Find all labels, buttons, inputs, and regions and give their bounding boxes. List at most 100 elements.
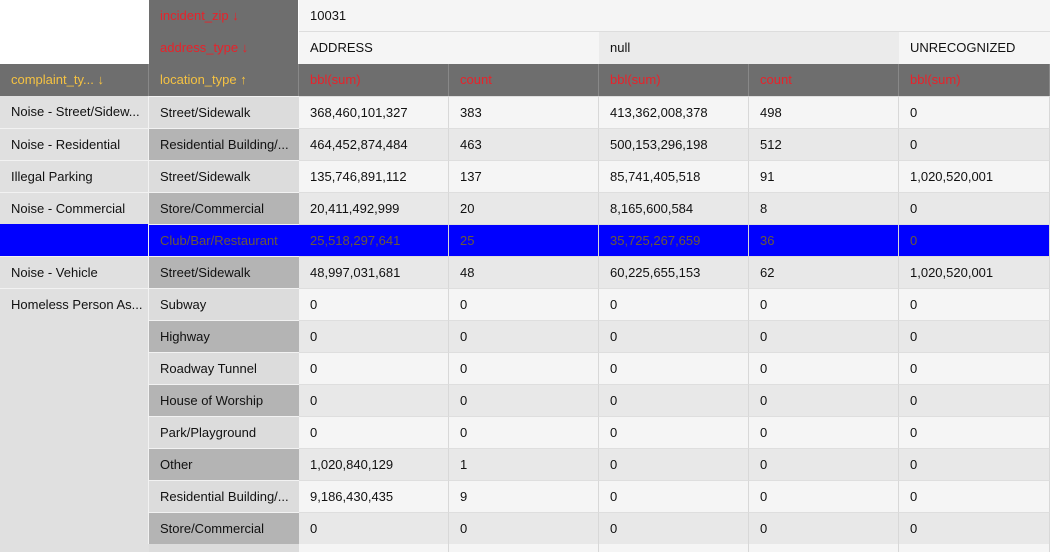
location-type: Street/Sidewalk <box>149 160 299 192</box>
complaint-type: Noise - Street/Sidew... <box>0 96 149 128</box>
complaint-type <box>0 224 149 256</box>
location-type <box>149 544 299 552</box>
cell: 0 <box>899 352 1050 384</box>
zip-value: 10031 <box>299 0 1050 32</box>
cell: 464,452,874,484 <box>299 128 449 160</box>
cell: 0 <box>749 416 899 448</box>
cell <box>749 544 899 552</box>
complaint-type: Noise - Residential <box>0 128 149 160</box>
location-type: Store/Commercial <box>149 192 299 224</box>
location-type: Highway <box>149 320 299 352</box>
cell: 0 <box>749 288 899 320</box>
cell: 91 <box>749 160 899 192</box>
complaint-type: Noise - Vehicle <box>0 256 149 288</box>
cell: 135,746,891,112 <box>299 160 449 192</box>
cell: 498 <box>749 96 899 128</box>
complaint-type <box>0 416 149 448</box>
cell: 0 <box>899 320 1050 352</box>
cell: 0 <box>749 352 899 384</box>
column-header: count <box>749 64 899 96</box>
pivot-field: address_type ↓ <box>149 32 298 64</box>
cell: 383 <box>449 96 599 128</box>
location-type: Residential Building/... <box>149 128 299 160</box>
location-type: Other <box>149 448 299 480</box>
complaint-type <box>0 352 149 384</box>
complaint-type: Noise - Commercial <box>0 192 149 224</box>
location-type: Store/Commercial <box>149 512 299 544</box>
complaint-type <box>0 448 149 480</box>
cell: 25 <box>449 224 599 256</box>
cell: 0 <box>899 448 1050 480</box>
cell: 0 <box>749 512 899 544</box>
complaint-type <box>0 384 149 416</box>
cell: 500,153,296,198 <box>599 128 749 160</box>
cell: 0 <box>899 416 1050 448</box>
cell: 20,411,492,999 <box>299 192 449 224</box>
cell: 62 <box>749 256 899 288</box>
cell: 0 <box>899 128 1050 160</box>
cell: 137 <box>449 160 599 192</box>
cell: 8,165,600,584 <box>599 192 749 224</box>
location-type: Roadway Tunnel <box>149 352 299 384</box>
cell: 0 <box>899 384 1050 416</box>
cell: 463 <box>449 128 599 160</box>
cell: 368,460,101,327 <box>299 96 449 128</box>
cell: 0 <box>599 384 749 416</box>
address-type: UNRECOGNIZED <box>899 32 1050 64</box>
cell: 0 <box>749 320 899 352</box>
cell: 25,518,297,641 <box>299 224 449 256</box>
column-header: count <box>449 64 599 96</box>
cell: 0 <box>449 352 599 384</box>
address-type: ADDRESS <box>299 32 599 64</box>
location-type: House of Worship <box>149 384 299 416</box>
cell: 36 <box>749 224 899 256</box>
cell: 0 <box>899 288 1050 320</box>
cell: 0 <box>299 512 449 544</box>
cell: 0 <box>449 384 599 416</box>
column-header: bbl(sum) <box>899 64 1050 96</box>
column-header: complaint_ty... ↓ <box>0 64 149 96</box>
cell: 512 <box>749 128 899 160</box>
cell: 1 <box>449 448 599 480</box>
cell: 0 <box>749 384 899 416</box>
column-header: location_type ↑ <box>149 64 299 96</box>
cell: 60,225,655,153 <box>599 256 749 288</box>
location-type: Street/Sidewalk <box>149 256 299 288</box>
complaint-type <box>0 512 149 544</box>
cell: 0 <box>299 352 449 384</box>
cell: 0 <box>899 512 1050 544</box>
cell: 0 <box>899 192 1050 224</box>
complaint-type <box>0 544 149 552</box>
cell: 0 <box>599 480 749 512</box>
complaint-type: Illegal Parking <box>0 160 149 192</box>
cell: 35,725,267,659 <box>599 224 749 256</box>
column-header: bbl(sum) <box>299 64 449 96</box>
cell: 0 <box>449 288 599 320</box>
cell: 0 <box>899 224 1050 256</box>
cell: 85,741,405,518 <box>599 160 749 192</box>
cell <box>899 544 1050 552</box>
cell: 48 <box>449 256 599 288</box>
cell: 1,020,520,001 <box>899 256 1050 288</box>
cell: 0 <box>599 320 749 352</box>
cell: 0 <box>599 352 749 384</box>
location-type: Street/Sidewalk <box>149 96 299 128</box>
cell: 0 <box>599 416 749 448</box>
column-header: bbl(sum) <box>599 64 749 96</box>
cell <box>449 544 599 552</box>
location-type: Subway <box>149 288 299 320</box>
cell <box>299 544 449 552</box>
cell: 20 <box>449 192 599 224</box>
cell: 0 <box>749 480 899 512</box>
location-type: Club/Bar/Restaurant <box>149 224 299 256</box>
address-type: null <box>599 32 899 64</box>
cell: 1,020,520,001 <box>899 160 1050 192</box>
complaint-type <box>0 320 149 352</box>
cell: 413,362,008,378 <box>599 96 749 128</box>
cell: 8 <box>749 192 899 224</box>
cell: 0 <box>599 448 749 480</box>
cell: 0 <box>899 96 1050 128</box>
cell: 0 <box>449 512 599 544</box>
cell: 0 <box>449 416 599 448</box>
